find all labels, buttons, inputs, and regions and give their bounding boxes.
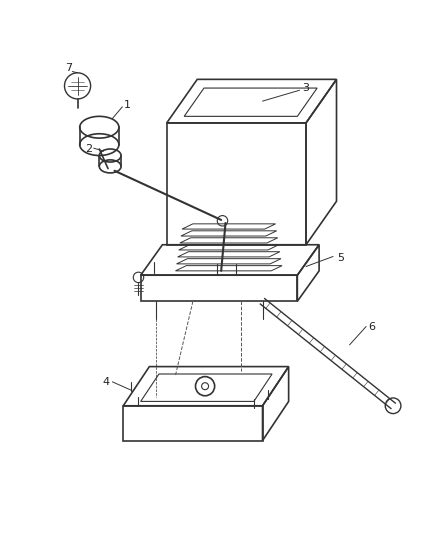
- Text: 1: 1: [124, 100, 131, 110]
- Text: 5: 5: [337, 253, 344, 263]
- Text: 7: 7: [65, 63, 72, 74]
- Text: 6: 6: [368, 322, 375, 333]
- Text: 3: 3: [303, 83, 310, 93]
- Text: 2: 2: [85, 144, 92, 154]
- Text: 4: 4: [102, 377, 110, 387]
